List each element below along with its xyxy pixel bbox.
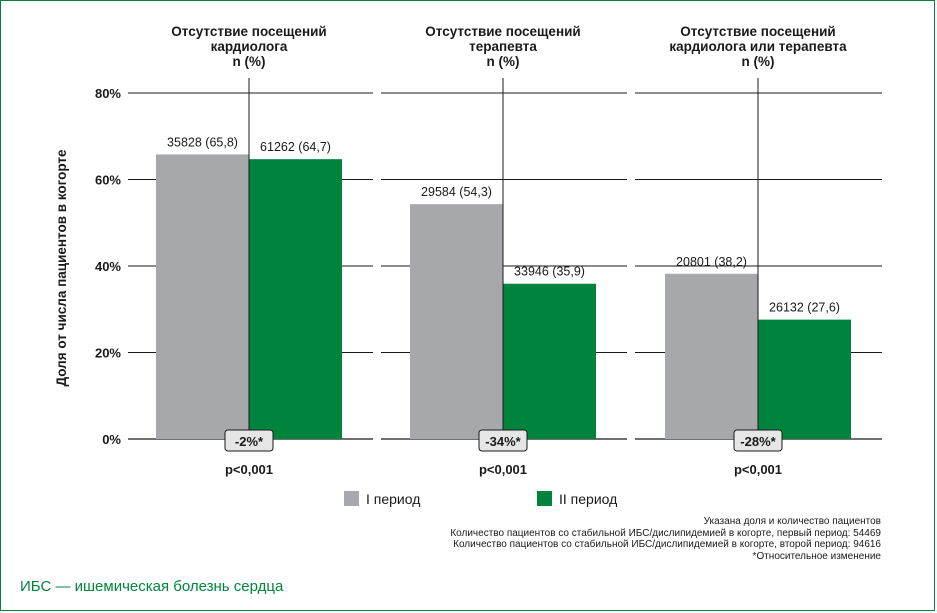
- data-label: 29584 (54,3): [421, 185, 492, 199]
- change-badge-label: -28%*: [740, 434, 776, 449]
- data-label: 26132 (27,6): [769, 301, 840, 315]
- change-badge-label: -2%*: [235, 434, 264, 449]
- data-label: 33946 (35,9): [514, 265, 585, 279]
- y-tick-label: 40%: [95, 259, 121, 274]
- p-value-label: p<0,001: [479, 462, 527, 477]
- legend-label: II период: [559, 491, 617, 507]
- footnote-line-4: *Относительное изменение: [752, 550, 881, 562]
- bar-period-1: [410, 204, 503, 439]
- bar-period-1: [156, 154, 249, 440]
- data-label: 61262 (64,7): [260, 140, 331, 154]
- group-title-line: Отсутствие посещений: [171, 24, 326, 39]
- p-value-label: p<0,001: [734, 462, 782, 477]
- change-badge-label: -34%*: [485, 434, 521, 449]
- y-tick-label: 20%: [95, 346, 121, 361]
- group-title-line: Отсутствие посещений: [680, 24, 835, 39]
- footnote-line-3: Количество пациентов со стабильной ИБС/д…: [453, 539, 881, 550]
- y-axis-label: Доля от числа пациентов в когорте: [54, 149, 69, 387]
- y-tick-label: 0%: [102, 432, 121, 447]
- group-title-line: n (%): [742, 54, 775, 69]
- bar-period-1: [665, 273, 758, 439]
- footnote-line-2: Количество пациентов со стабильной ИБС/д…: [450, 527, 881, 539]
- footnote: Указана доля и количество пациентов Коли…: [450, 516, 881, 562]
- change-badge: [224, 429, 274, 452]
- change-badge: [733, 429, 783, 452]
- data-label: 35828 (65,8): [167, 135, 238, 149]
- legend-label: I период: [366, 491, 420, 507]
- legend-swatch: [344, 491, 359, 506]
- group-title-line: кардиолога или терапевта: [669, 39, 847, 54]
- y-tick-label: 60%: [95, 173, 121, 188]
- group-title-line: кардиолога: [211, 39, 288, 54]
- p-value-label: p<0,001: [225, 462, 273, 477]
- y-tick-label: 80%: [95, 86, 121, 101]
- bar-period-2: [503, 283, 596, 439]
- bar-period-2: [249, 159, 342, 440]
- group-title-line: Отсутствие посещений: [425, 24, 580, 39]
- group-title-line: n (%): [233, 54, 266, 69]
- abbreviation-note: ИБС — ишемическая болезнь сердца: [20, 578, 284, 595]
- data-label: 20801 (38,2): [676, 255, 747, 269]
- group-title-line: n (%): [487, 54, 520, 69]
- bar-period-2: [758, 319, 851, 439]
- legend-swatch: [537, 491, 552, 506]
- footnote-line-1: Указана доля и количество пациентов: [703, 516, 881, 527]
- change-badge: [478, 429, 528, 452]
- group-title-line: терапевта: [469, 39, 537, 54]
